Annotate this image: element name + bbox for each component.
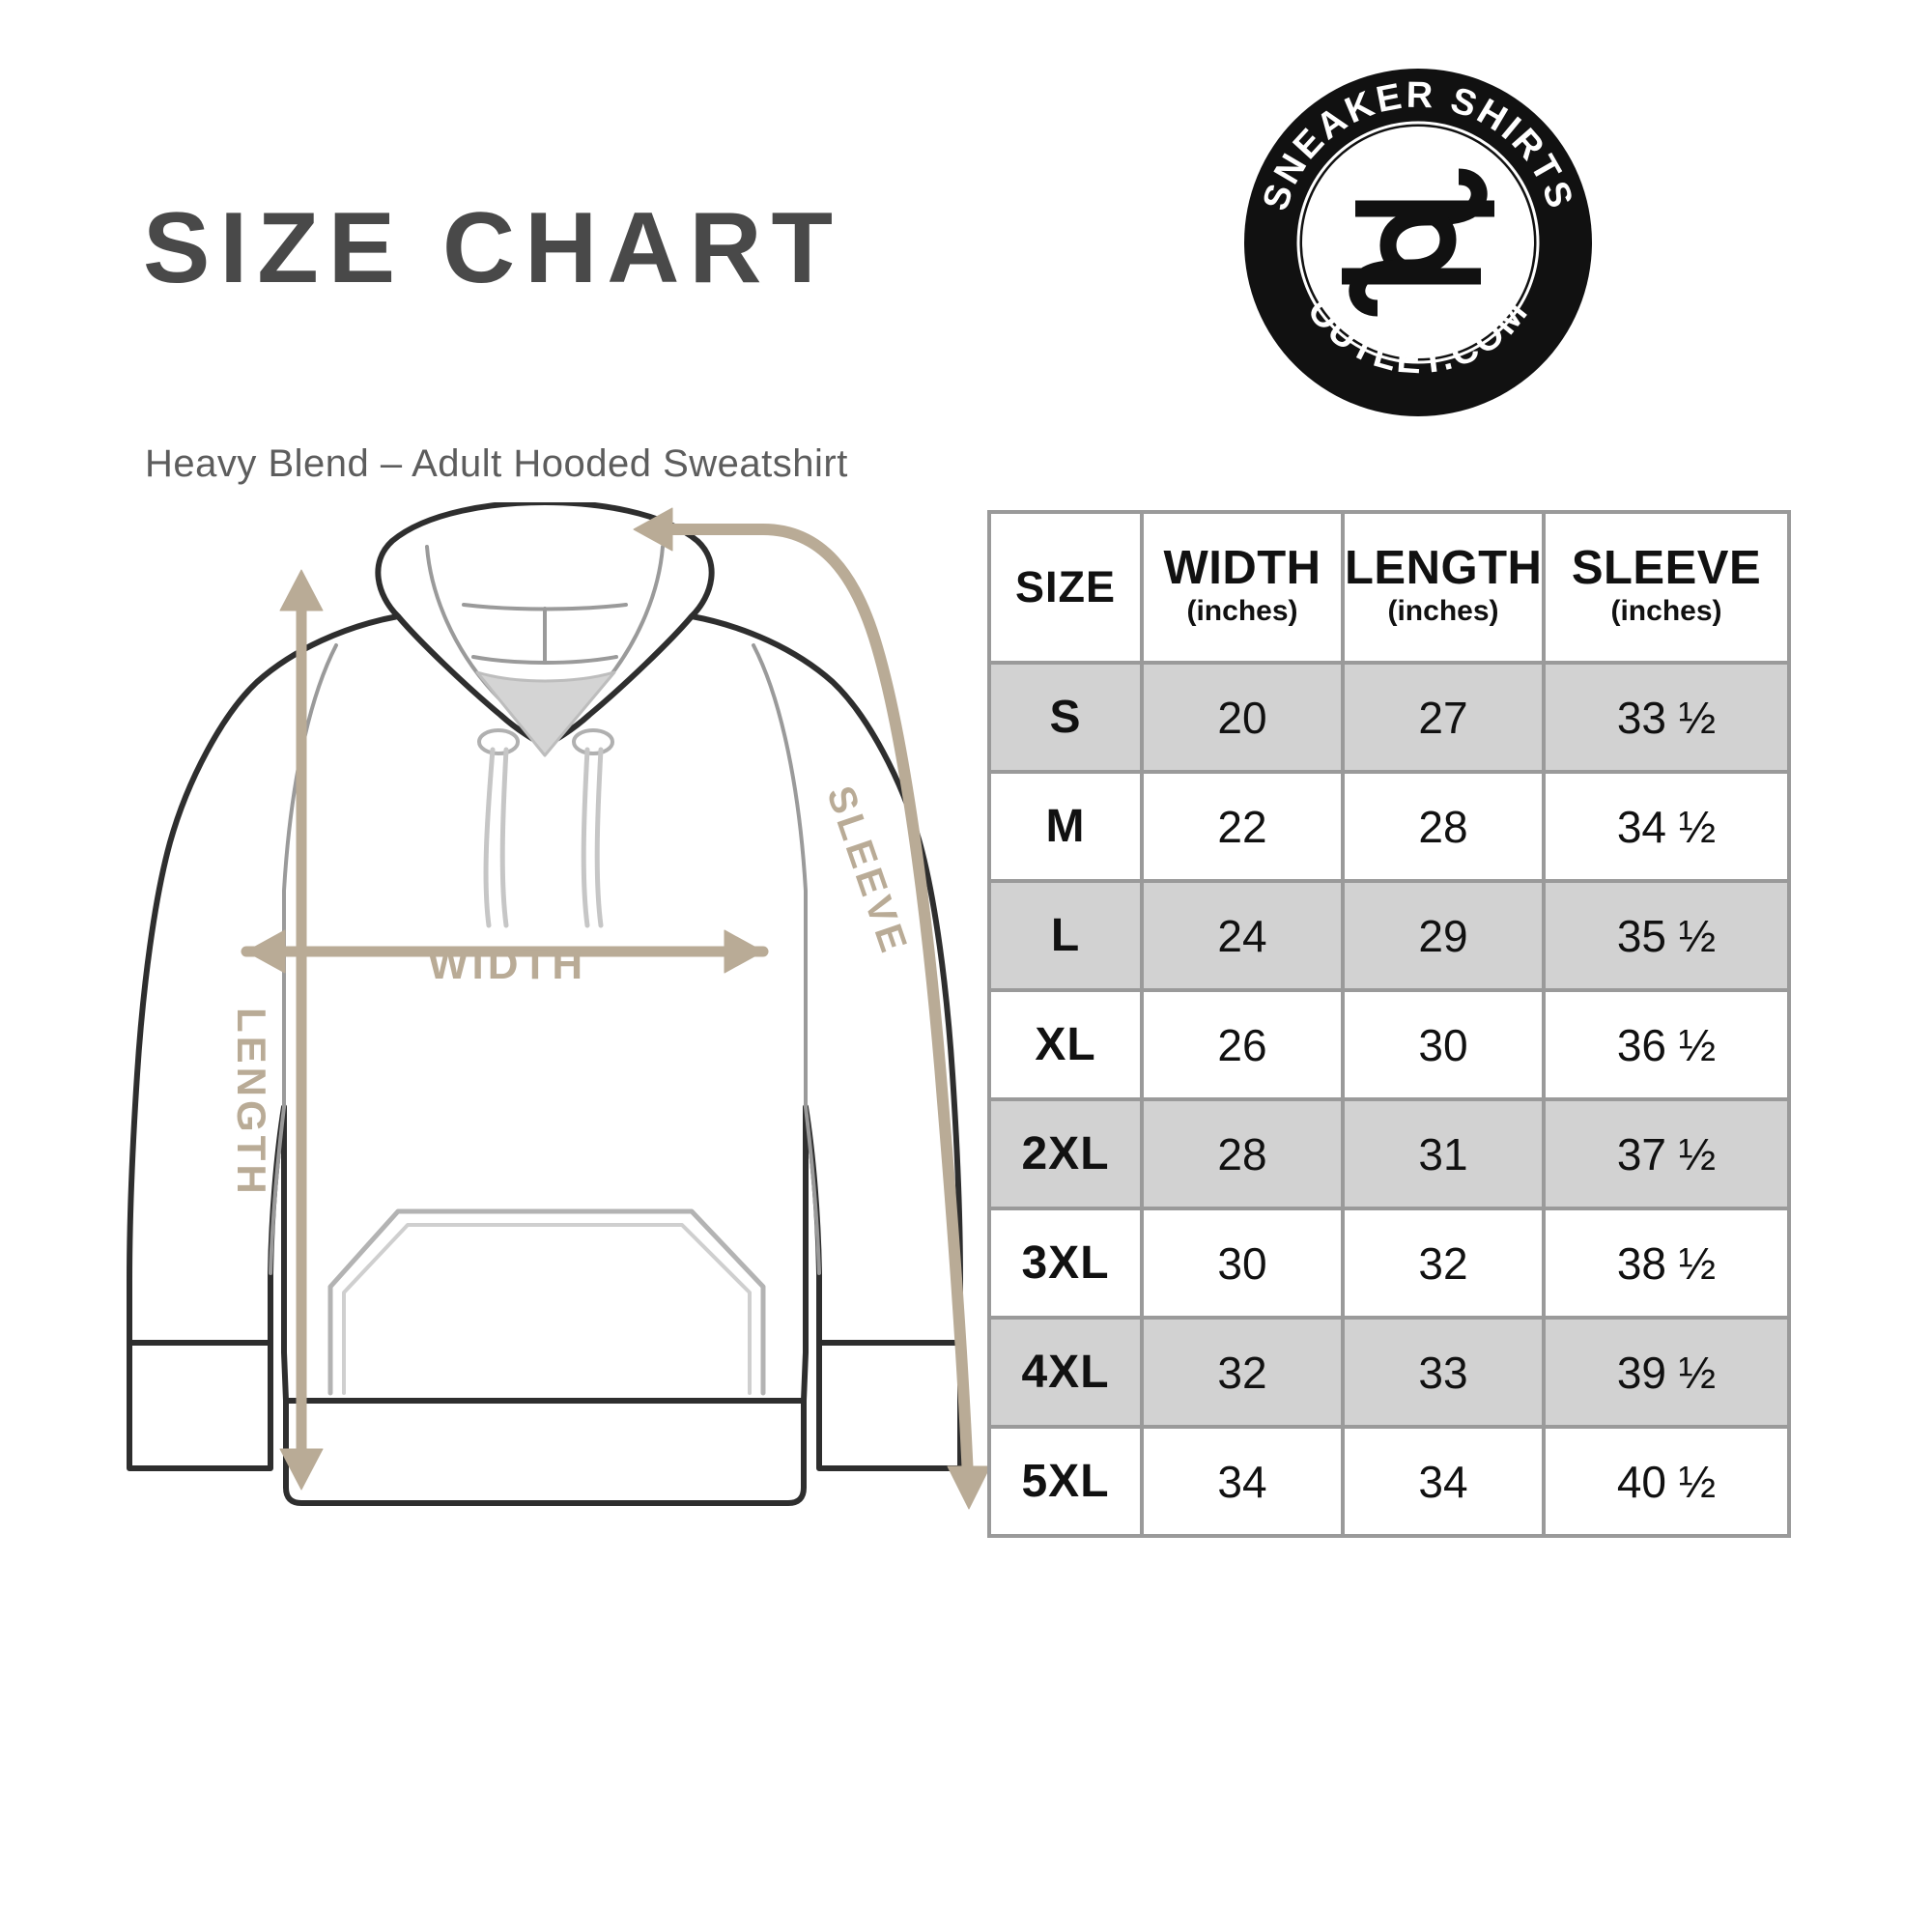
hoodie-left-underarm — [269, 1105, 286, 1275]
hoodie-pocket-inner — [342, 1223, 752, 1395]
table-row: S 20 27 33 ½ — [987, 661, 1791, 774]
cell-size: L — [987, 879, 1144, 992]
cell-size: 4XL — [987, 1316, 1144, 1429]
width-label: WIDTH — [428, 941, 587, 988]
size-table-container: SIZE WIDTH (inches) LENGTH (inches) SLEE… — [987, 510, 1791, 1538]
cell-width: 32 — [1140, 1316, 1345, 1429]
table-row: 2XL 28 31 37 ½ — [987, 1097, 1791, 1210]
cell-size: M — [987, 770, 1144, 883]
table-row: XL 26 30 36 ½ — [987, 988, 1791, 1101]
hoodie-right-drawstring — [581, 747, 604, 928]
column-header-size: SIZE — [987, 510, 1144, 665]
size-table-body: S 20 27 33 ½ M 22 28 34 ½ L 24 29 35 ½ — [987, 661, 1791, 1538]
column-header-size-label: SIZE — [1014, 562, 1117, 611]
hoodie-neck-gusset — [475, 670, 616, 757]
column-header-length: LENGTH (inches) — [1341, 510, 1546, 665]
hoodie-left-eyelet — [477, 728, 520, 755]
column-header-sleeve: SLEEVE (inches) — [1542, 510, 1791, 665]
size-table-head: SIZE WIDTH (inches) LENGTH (inches) SLEE… — [987, 510, 1791, 665]
cell-length: 33 — [1341, 1316, 1546, 1429]
cell-width: 30 — [1140, 1207, 1345, 1320]
hoodie-right-cuff — [816, 1340, 963, 1471]
size-table: SIZE WIDTH (inches) LENGTH (inches) SLEE… — [987, 510, 1791, 1538]
table-row: M 22 28 34 ½ — [987, 770, 1791, 883]
table-row: 3XL 30 32 38 ½ — [987, 1207, 1791, 1320]
hoodie-left-shoulder-seam — [282, 643, 338, 1109]
cell-size: 2XL — [987, 1097, 1144, 1210]
cell-sleeve: 40 ½ — [1542, 1425, 1791, 1538]
table-row: 4XL 32 33 39 ½ — [987, 1316, 1791, 1429]
hoodie-hood-outline — [375, 502, 715, 749]
table-row: 5XL 34 34 40 ½ — [987, 1425, 1791, 1538]
cell-sleeve: 36 ½ — [1542, 988, 1791, 1101]
cell-size: 3XL — [987, 1207, 1144, 1320]
cell-width: 28 — [1140, 1097, 1345, 1210]
brand-logo: SNEAKER SHIRTS OUTLET.COM — [1241, 66, 1595, 419]
cell-length: 30 — [1341, 988, 1546, 1101]
cell-size: S — [987, 661, 1144, 774]
column-header-sleeve-units: (inches) — [1610, 595, 1722, 628]
cell-length: 27 — [1341, 661, 1546, 774]
cell-width: 22 — [1140, 770, 1345, 883]
cell-length: 32 — [1341, 1207, 1546, 1320]
hooded-sweatshirt-diagram — [87, 502, 995, 1555]
page-title: SIZE CHART — [143, 192, 842, 304]
cell-width: 20 — [1140, 661, 1345, 774]
column-header-width-label: WIDTH — [1163, 542, 1321, 595]
hoodie-right-shoulder-seam — [752, 643, 808, 1109]
logo-monogram — [1342, 168, 1494, 317]
width-measure-arrow — [241, 929, 769, 974]
table-header-row: SIZE WIDTH (inches) LENGTH (inches) SLEE… — [987, 510, 1791, 665]
cell-length: 28 — [1341, 770, 1546, 883]
cell-sleeve: 35 ½ — [1542, 879, 1791, 992]
hoodie-right-eyelet — [572, 728, 614, 755]
cell-sleeve: 38 ½ — [1542, 1207, 1791, 1320]
length-measure-arrow — [279, 569, 324, 1491]
cell-sleeve: 34 ½ — [1542, 770, 1791, 883]
page-subtitle: Heavy Blend – Adult Hooded Sweatshirt — [145, 442, 848, 485]
column-header-width: WIDTH (inches) — [1140, 510, 1345, 665]
sleeve-measure-arrow — [633, 507, 991, 1510]
cell-size: 5XL — [987, 1425, 1144, 1538]
table-row: L 24 29 35 ½ — [987, 879, 1791, 992]
cell-size: XL — [987, 988, 1144, 1101]
hoodie-left-drawstring — [483, 747, 509, 928]
cell-width: 34 — [1140, 1425, 1345, 1538]
hoodie-left-cuff — [127, 1340, 273, 1471]
hoodie-right-underarm — [804, 1105, 821, 1275]
column-header-length-units: (inches) — [1387, 595, 1499, 628]
column-header-width-units: (inches) — [1186, 595, 1298, 628]
hoodie-pocket-outer — [327, 1208, 766, 1396]
cell-sleeve: 37 ½ — [1542, 1097, 1791, 1210]
hoodie-bottom-hem — [283, 1398, 807, 1506]
cell-width: 24 — [1140, 879, 1345, 992]
cell-length: 29 — [1341, 879, 1546, 992]
cell-width: 26 — [1140, 988, 1345, 1101]
column-header-sleeve-label: SLEEVE — [1571, 542, 1762, 595]
cell-length: 31 — [1341, 1097, 1546, 1210]
cell-length: 34 — [1341, 1425, 1546, 1538]
cell-sleeve: 39 ½ — [1542, 1316, 1791, 1429]
column-header-length-label: LENGTH — [1345, 542, 1543, 595]
cell-sleeve: 33 ½ — [1542, 661, 1791, 774]
length-label: LENGTH — [229, 1008, 274, 1198]
